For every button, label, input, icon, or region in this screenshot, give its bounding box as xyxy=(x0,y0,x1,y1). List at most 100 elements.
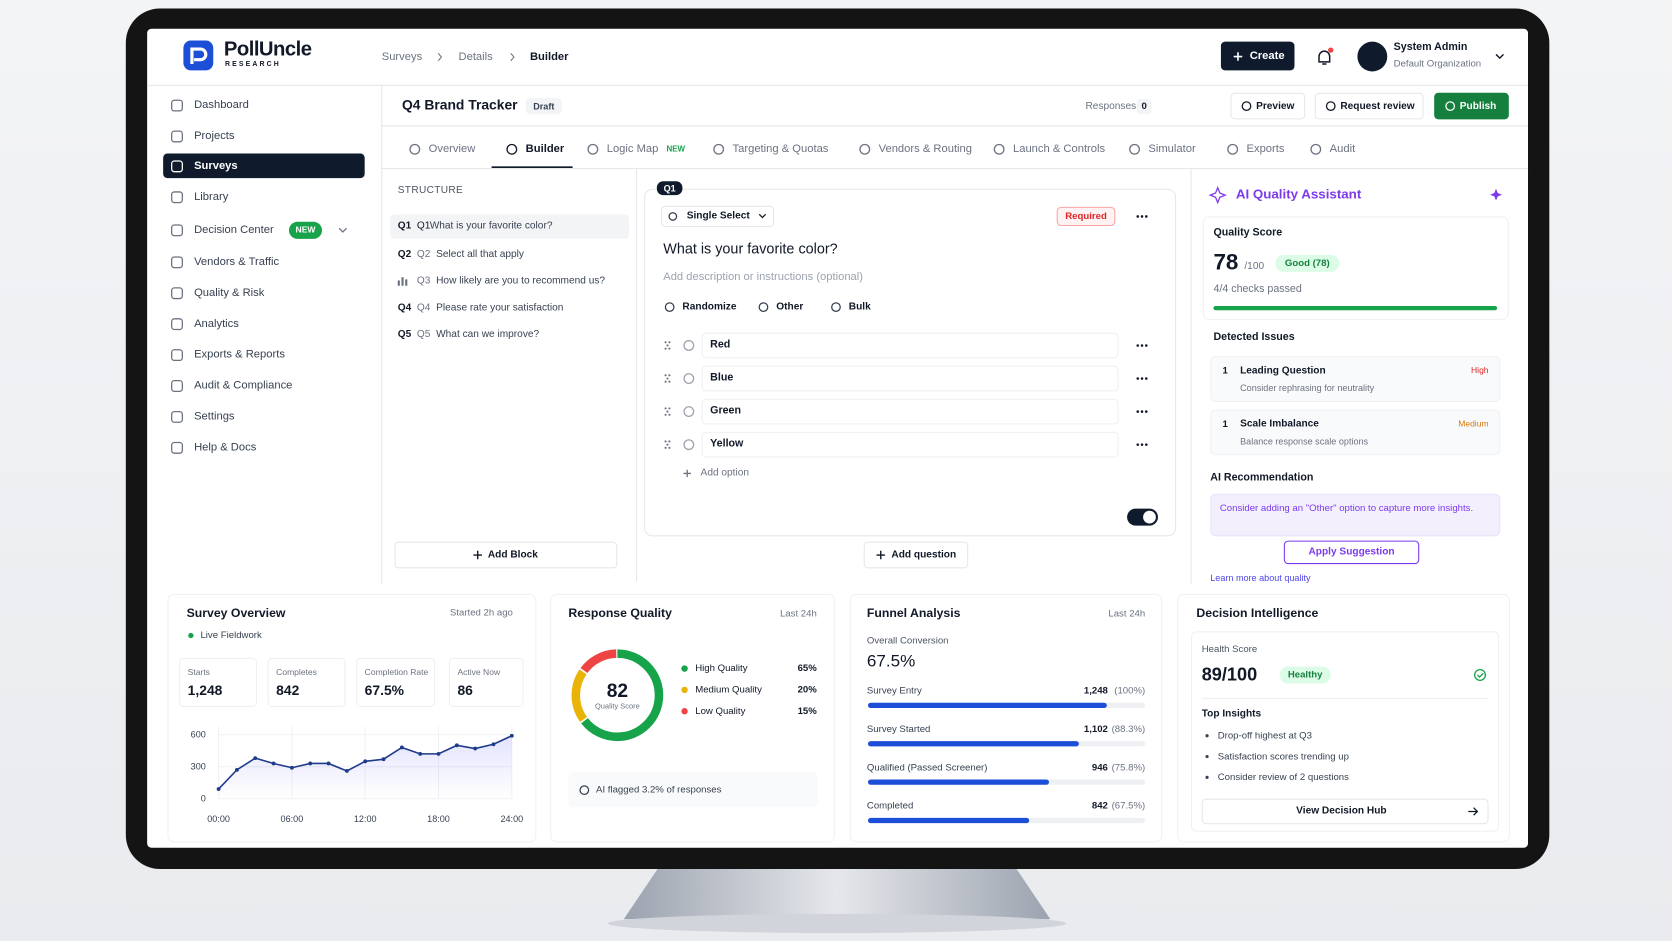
sidebar-item[interactable]: Exports & Reports xyxy=(194,348,285,361)
tool-button[interactable]: Bulk xyxy=(848,300,871,313)
y-tick-label: 0 xyxy=(200,792,206,804)
sidebar-item[interactable]: Projects xyxy=(194,129,235,143)
question-id: Q4 xyxy=(397,301,412,314)
donut-score: 82 xyxy=(606,680,629,702)
value-label: 15% xyxy=(797,705,817,716)
stage-label: Survey Entry xyxy=(866,684,922,696)
value-label: 20% xyxy=(797,683,817,695)
tab[interactable]: Vendors & Routing xyxy=(878,142,972,156)
issue-count: 1 xyxy=(1222,365,1228,376)
sidebar-item[interactable]: Decision Center xyxy=(194,223,274,237)
sidebar-item[interactable]: Surveys xyxy=(194,159,238,173)
add-option[interactable]: Add option xyxy=(700,467,750,479)
summary-card xyxy=(550,593,835,843)
question-id: Q2 xyxy=(397,248,412,261)
tool-button[interactable]: Randomize xyxy=(682,300,737,313)
stat-value: 67.5% xyxy=(364,682,404,699)
stat-box xyxy=(448,657,524,707)
stat-label: Completes xyxy=(276,667,317,678)
type-dropdown[interactable] xyxy=(661,205,775,228)
rec-box xyxy=(1210,493,1501,537)
sidebar-item[interactable]: Analytics xyxy=(194,317,239,330)
add-question-button[interactable] xyxy=(863,541,969,569)
decision-button[interactable] xyxy=(1201,798,1489,825)
brand-name: PollUncle xyxy=(223,38,312,61)
stat-value: 842 xyxy=(276,682,300,699)
option-input[interactable] xyxy=(701,431,1119,458)
score-label: Quality Score xyxy=(1213,226,1283,239)
breadcrumb-item[interactable]: Details xyxy=(458,50,493,64)
tab[interactable]: Logic Map xyxy=(606,142,659,156)
add-block-label: Add Block xyxy=(487,548,538,561)
option-input[interactable] xyxy=(701,365,1119,392)
structure-item[interactable]: What is your favorite color? xyxy=(429,219,553,232)
score-card xyxy=(1202,216,1509,320)
stat-label: Completion Rate xyxy=(364,667,429,678)
structure-item[interactable]: How likely are you to recommend us? xyxy=(436,275,606,287)
score-badge xyxy=(1275,254,1340,272)
score-value: 78 xyxy=(1213,250,1239,275)
structure-item[interactable]: What can we improve? xyxy=(436,328,540,341)
option-label: Green xyxy=(710,404,741,417)
legend-label: Medium Quality xyxy=(695,683,762,695)
action-button[interactable] xyxy=(1314,92,1424,120)
tool-button[interactable]: Other xyxy=(776,300,804,313)
sidebar-item[interactable]: Audit & Compliance xyxy=(194,379,293,392)
question-code: Q2 xyxy=(416,248,431,261)
sidebar-item[interactable]: Dashboard xyxy=(194,98,249,112)
breadcrumb-item[interactable]: Surveys xyxy=(381,50,423,64)
sidebar-item[interactable]: Quality & Risk xyxy=(194,286,265,300)
issue-title: Scale Imbalance xyxy=(1240,418,1319,430)
issue-card xyxy=(1210,356,1501,402)
card-title: Response Quality xyxy=(568,607,672,621)
tab[interactable]: Simulator xyxy=(1148,142,1196,156)
question-code: Q3 xyxy=(416,275,431,287)
sidebar-item[interactable]: Help & Docs xyxy=(194,440,257,454)
learn-link[interactable]: Learn more about quality xyxy=(1210,572,1311,583)
question-code: Q1 xyxy=(416,219,431,232)
badge-label: NEW xyxy=(295,224,316,235)
question-code: Q4 xyxy=(416,301,431,314)
required-label: Required xyxy=(1065,210,1107,222)
y-tick-label: 600 xyxy=(190,729,206,740)
question-badge xyxy=(656,181,683,196)
create-button[interactable] xyxy=(1220,41,1295,71)
tab[interactable]: Overview xyxy=(428,142,476,156)
create-label: Create xyxy=(1249,49,1285,63)
card-meta: Started 2h ago xyxy=(449,607,513,618)
summary-card xyxy=(849,593,1163,843)
tab[interactable]: Targeting & Quotas xyxy=(732,142,829,156)
sidebar-item[interactable]: Vendors & Traffic xyxy=(194,255,280,269)
stat-box xyxy=(179,657,257,707)
option-input[interactable] xyxy=(701,398,1119,425)
overall-value: 67.5% xyxy=(866,652,916,671)
responses-count: 0 xyxy=(1141,100,1147,112)
status-badge xyxy=(525,98,562,115)
option-input[interactable] xyxy=(701,332,1119,359)
structure-item[interactable]: Please rate your satisfaction xyxy=(436,301,564,314)
checks-bar xyxy=(1213,306,1498,311)
stage-pct: (100%) xyxy=(1114,684,1146,696)
x-tick-label: 18:00 xyxy=(427,813,450,824)
action-button[interactable] xyxy=(1230,92,1306,120)
sidebar-item[interactable]: Library xyxy=(194,190,229,204)
decision-button-label: View Decision Hub xyxy=(1296,805,1387,817)
rec-text: Consider adding an "Other" option to cap… xyxy=(1219,502,1474,513)
insight: Consider review of 2 questions xyxy=(1217,771,1349,782)
card-meta: Last 24h xyxy=(779,608,817,619)
question-code: Q5 xyxy=(416,328,431,341)
tab[interactable]: Audit xyxy=(1329,142,1356,156)
tab[interactable]: Launch & Controls xyxy=(1012,142,1106,156)
assistant-title: AI Quality Assistant xyxy=(1235,186,1362,202)
tab[interactable]: Builder xyxy=(525,142,565,156)
question-description[interactable]: Add description or instructions (optiona… xyxy=(663,270,864,284)
tab[interactable]: Exports xyxy=(1246,142,1285,156)
question-card xyxy=(644,188,1177,537)
add-block-button[interactable] xyxy=(394,541,618,569)
sidebar-item[interactable]: Settings xyxy=(194,409,235,423)
structure-item[interactable]: Select all that apply xyxy=(436,248,524,261)
toggle[interactable] xyxy=(1127,508,1159,526)
question-text: What is your favorite color? xyxy=(663,240,838,257)
apply-button[interactable] xyxy=(1283,540,1420,565)
